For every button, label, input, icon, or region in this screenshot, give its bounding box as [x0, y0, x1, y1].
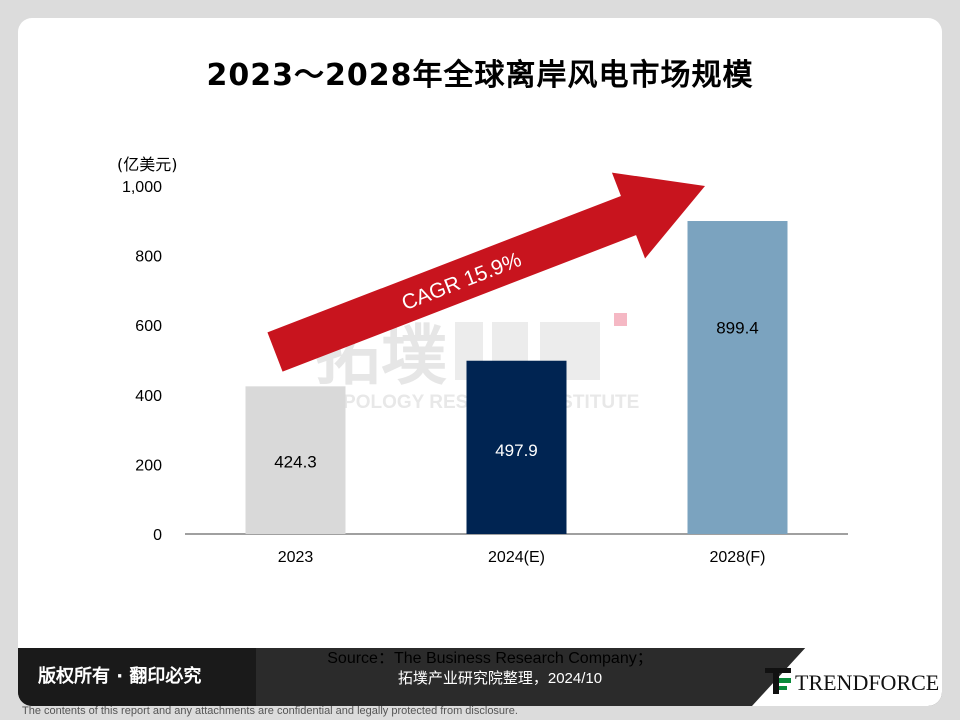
source-line-2: 拓墣产业研究院整理，2024/10	[397, 670, 603, 687]
trendforce-logo-icon	[765, 668, 791, 694]
y-unit-label: (亿美元)	[117, 155, 178, 174]
trendforce-logo: TRENDFORCE	[765, 666, 945, 700]
y-tick-label: 800	[135, 249, 162, 266]
copyright-text: 版权所有 · 翻印必究	[38, 666, 202, 687]
chart-title: 2023～2028年全球离岸风电市场规模	[206, 58, 754, 93]
x-tick-label: 2028(F)	[709, 549, 765, 566]
footer-copyright-panel: 版权所有 · 翻印必究	[18, 648, 256, 706]
data-label: 424.3	[274, 453, 317, 472]
watermark-pink-square	[614, 313, 627, 326]
x-tick-label: 2023	[278, 549, 314, 566]
bar	[687, 221, 788, 535]
footer-bar: 版权所有 · 翻印必究	[18, 648, 942, 706]
logo-text: TRENDFORCE	[795, 670, 940, 695]
y-tick-label: 0	[153, 527, 162, 544]
y-tick-label: 400	[135, 388, 162, 405]
disclaimer-text: The contents of this report and any atta…	[22, 705, 518, 717]
source-line-1: Source：The Business Research Company；	[327, 650, 653, 667]
cagr-arrow-shape	[267, 172, 706, 372]
y-tick-label: 600	[135, 318, 162, 335]
data-label: 497.9	[495, 441, 538, 460]
y-tick-label: 1,000	[122, 179, 162, 196]
bar	[245, 386, 346, 534]
x-tick-label: 2024(E)	[488, 549, 545, 566]
bar	[466, 360, 567, 534]
data-label: 899.4	[716, 319, 759, 338]
y-tick-label: 200	[135, 457, 162, 474]
